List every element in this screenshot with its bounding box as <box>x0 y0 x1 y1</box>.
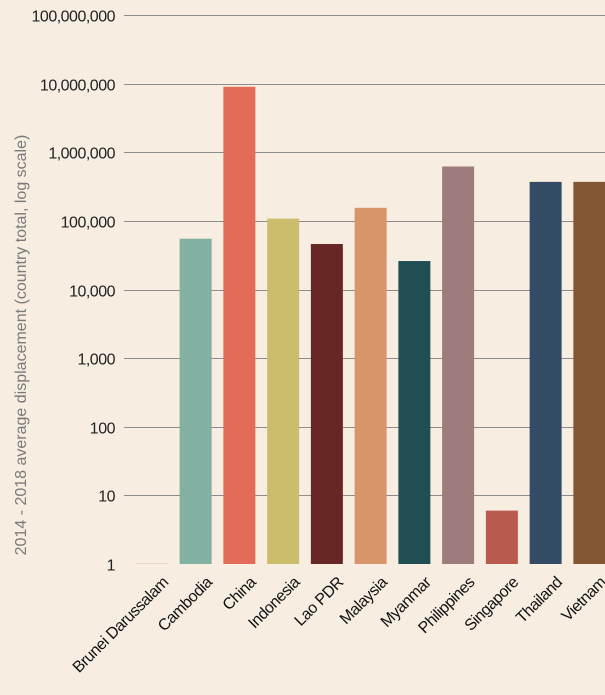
bars <box>135 86 605 565</box>
y-tick-label: 1,000,000 <box>48 146 115 163</box>
bar-malaysia <box>354 207 387 565</box>
bar-china <box>223 86 256 564</box>
bar-thailand <box>529 181 562 565</box>
y-axis-title: 2014 - 2018 average displacement (countr… <box>13 135 30 556</box>
bar-brunei-darussalam <box>135 563 168 564</box>
bar-myanmar <box>398 261 431 564</box>
x-category-label: China <box>220 574 260 614</box>
bar-vietnam <box>573 181 605 565</box>
bar-indonesia <box>267 218 300 564</box>
y-tick-label: 100 <box>90 421 116 438</box>
y-tick-label: 10,000 <box>69 284 116 301</box>
x-category-label: Lao PDR <box>292 574 347 629</box>
y-tick-label: 10,000,000 <box>40 78 116 95</box>
x-category-label: Thailand <box>513 574 566 627</box>
bar-philippines <box>442 166 475 564</box>
y-tick-label: 1,000 <box>77 352 115 369</box>
bar-lao-pdr <box>310 244 343 564</box>
y-tick-label: 100,000,000 <box>32 9 116 26</box>
y-tick-label: 100,000 <box>61 215 116 232</box>
bar-cambodia <box>179 238 212 564</box>
y-tick-label: 10 <box>98 489 115 506</box>
bar-singapore <box>485 510 518 564</box>
y-axis-tick-labels: 1 10 100 1,000 10,000 100,000 1,000,000 10,000,… <box>32 9 117 575</box>
x-category-label: Vietnam <box>559 574 605 625</box>
y-tick-label: 1 <box>107 558 116 575</box>
